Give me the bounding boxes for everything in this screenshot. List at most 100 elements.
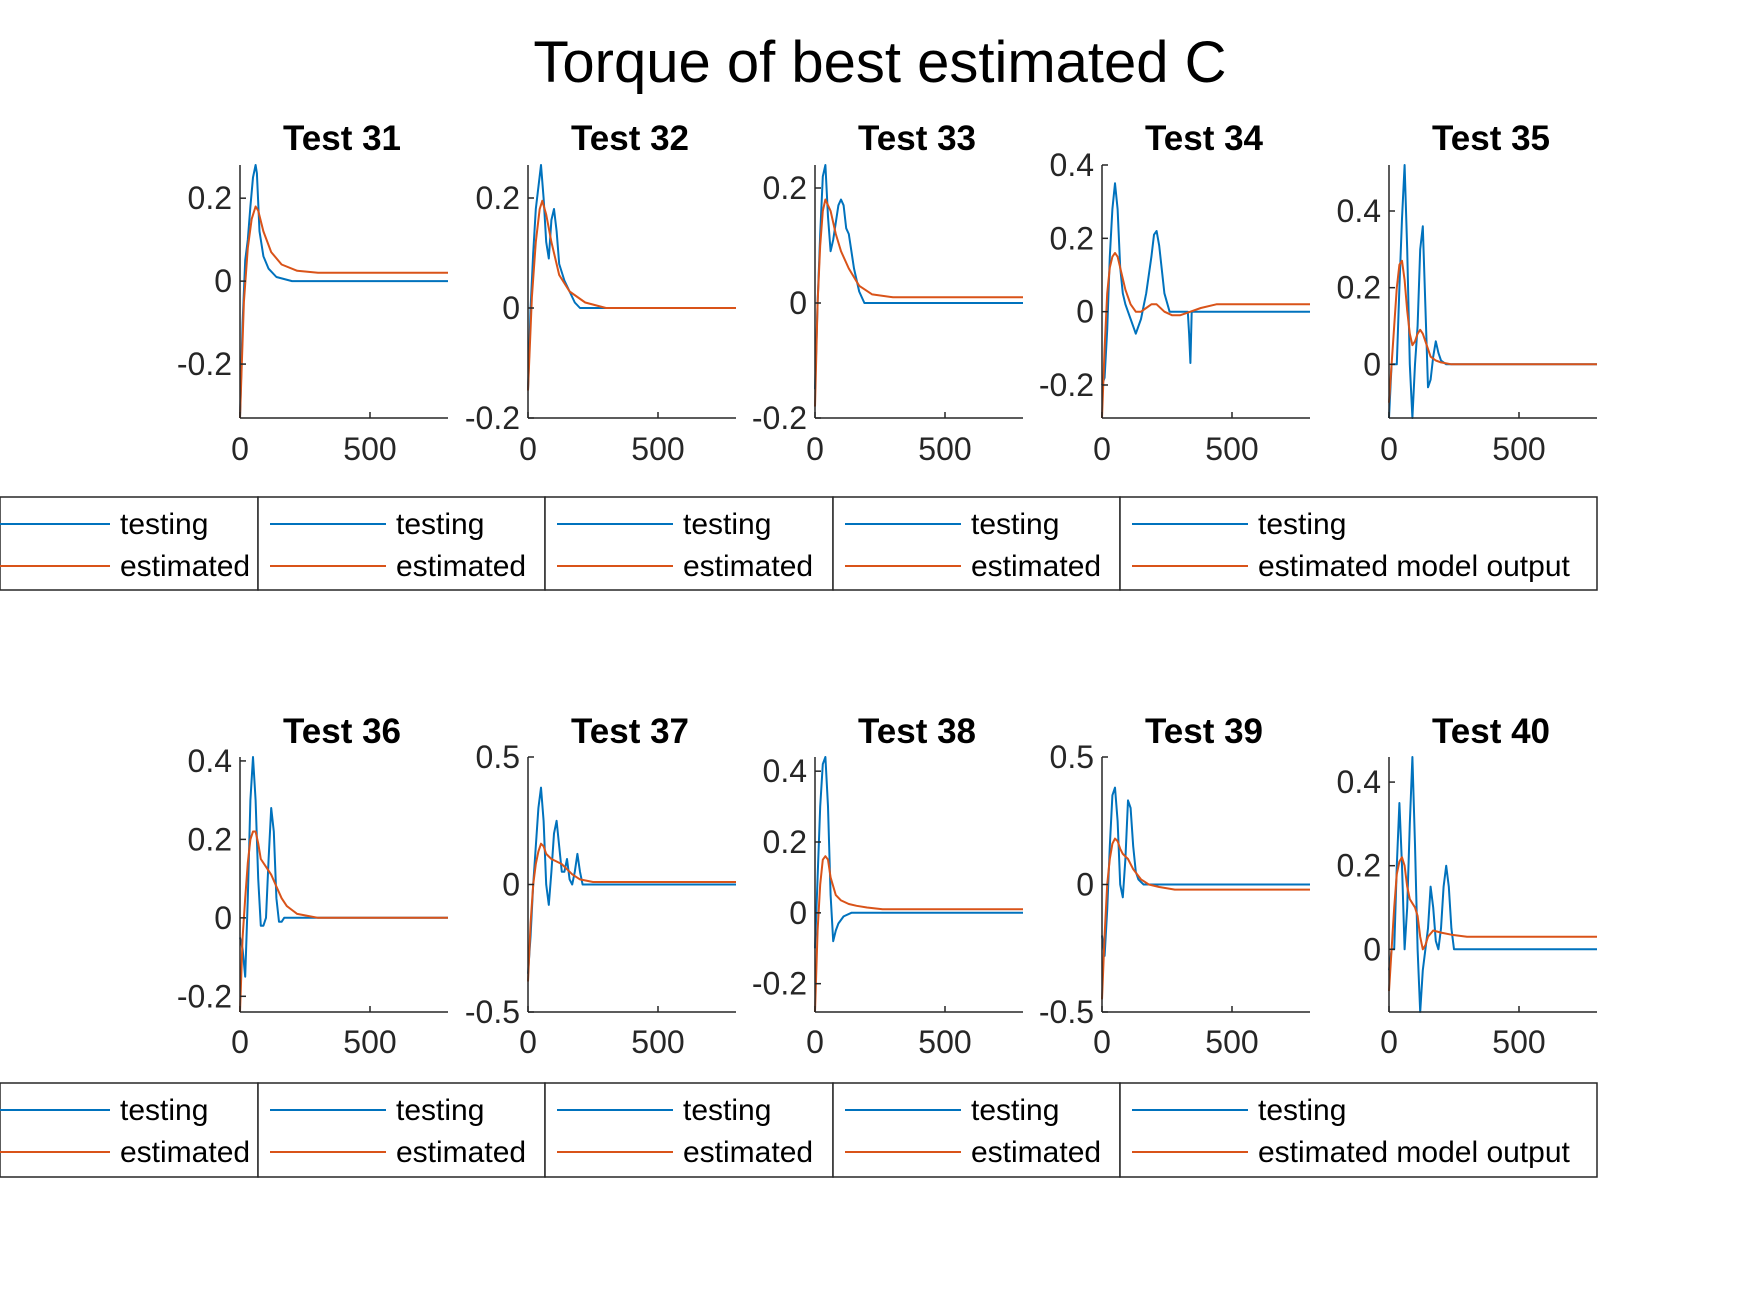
y-tick-label: 0.5 — [1050, 739, 1094, 775]
y-tick-label: 0.4 — [188, 743, 232, 779]
y-tick-label: -0.5 — [1039, 994, 1094, 1030]
estimated-line — [1388, 259, 1597, 403]
legend: testing estimated — [257, 1082, 546, 1178]
y-tick-label: 0.2 — [763, 170, 807, 206]
legend-box — [1119, 1082, 1598, 1178]
estimated-line — [814, 198, 1023, 407]
testing-line — [814, 756, 1023, 949]
x-tick-label: 500 — [343, 1024, 396, 1060]
legend-label: estimated — [683, 550, 813, 583]
y-tick-label: -0.2 — [1039, 367, 1094, 403]
y-tick-label: 0 — [214, 900, 232, 936]
y-tick-label: 0.2 — [1337, 270, 1381, 306]
legend-box — [0, 1082, 259, 1178]
estimated-line — [814, 855, 1023, 1013]
y-tick-label: 0 — [214, 263, 232, 299]
y-tick-label: -0.2 — [177, 346, 232, 382]
y-tick-label: 0 — [502, 290, 520, 326]
subplot-title: Test 39 — [1145, 712, 1263, 751]
x-tick-label: 0 — [1380, 431, 1398, 467]
x-tick-label: 0 — [231, 431, 249, 467]
legend: testing estimated — [257, 496, 546, 591]
legend-label: estimated — [971, 1136, 1101, 1169]
subplot-title: Test 32 — [571, 119, 689, 158]
subplot-title: Test 36 — [283, 712, 401, 751]
subplot: Test 38 -0.2 0 0.2 0.4 0 500 testing estimated — [544, 712, 1023, 1178]
legend: testing estimated model output — [1119, 1082, 1598, 1178]
x-tick-label: 0 — [231, 1024, 249, 1060]
x-tick-label: 0 — [1093, 431, 1111, 467]
testing-line — [814, 164, 1023, 390]
testing-line — [1101, 182, 1310, 386]
subplot: Test 40 0 0.2 0.4 0 500 testing estimated model… — [1119, 712, 1598, 1178]
estimated-line — [527, 842, 736, 982]
legend-label: estimated — [396, 1136, 526, 1169]
x-tick-label: 0 — [1093, 1024, 1111, 1060]
legend-box — [832, 496, 1121, 591]
subplot: Test 36 -0.2 0 0.2 0.4 0 500 testing estimated — [0, 712, 448, 1178]
x-tick-label: 500 — [918, 431, 971, 467]
y-tick-label: 0.2 — [1337, 848, 1381, 884]
legend: testing estimated — [544, 1082, 834, 1178]
testing-line — [1101, 786, 1310, 957]
y-tick-label: 0.4 — [763, 753, 807, 789]
subplot: Test 35 0 0.2 0.4 0 500 testing estimated model… — [1119, 119, 1598, 591]
y-tick-label: 0 — [1076, 867, 1094, 903]
y-tick-label: 0.4 — [1337, 193, 1381, 229]
testing-line — [527, 786, 736, 974]
figure-title: Torque of best estimated C — [533, 30, 1226, 95]
legend: testing estimated — [832, 1082, 1121, 1178]
legend-box — [544, 496, 834, 591]
legend-box — [1119, 496, 1598, 591]
legend-box — [544, 1082, 834, 1178]
subplot-title: Test 37 — [571, 712, 689, 751]
legend-label: estimated — [683, 1136, 813, 1169]
y-tick-label: -0.2 — [752, 966, 807, 1002]
y-tick-label: 0.2 — [1050, 220, 1094, 256]
y-tick-label: -0.2 — [465, 400, 520, 436]
legend-label: estimated model output — [1258, 550, 1571, 583]
x-tick-label: 500 — [631, 1024, 684, 1060]
x-tick-label: 500 — [1492, 431, 1545, 467]
subplot: Test 34 -0.2 0 0.2 0.4 0 500 testing estimated — [832, 119, 1310, 591]
legend-label: estimated — [120, 550, 250, 583]
estimated-line — [239, 830, 448, 1013]
subplot-title: Test 33 — [858, 119, 976, 158]
x-tick-label: 500 — [631, 431, 684, 467]
legend-label: testing — [396, 1094, 484, 1127]
subplot-grid: Test 31-0.200.20 500testingestimatedTest … — [0, 119, 1598, 1178]
y-tick-label: 0.2 — [188, 821, 232, 857]
estimated-line — [1388, 856, 1597, 992]
y-tick-label: 0 — [502, 867, 520, 903]
legend-label: estimated model output — [1258, 1136, 1571, 1169]
y-tick-label: 0 — [789, 895, 807, 931]
y-tick-label: 0.4 — [1337, 764, 1381, 800]
subplot-title: Test 38 — [858, 712, 976, 751]
x-tick-label: 0 — [1380, 1024, 1398, 1060]
legend: testing estimated — [0, 496, 259, 591]
y-tick-label: 0 — [1363, 931, 1381, 967]
legend-label: estimated — [971, 550, 1101, 583]
estimated-line — [1101, 252, 1310, 419]
testing-line — [1388, 164, 1597, 419]
legend-label: testing — [1258, 1094, 1346, 1127]
legend: testing estimated — [0, 1082, 259, 1178]
legend-label: testing — [1258, 508, 1346, 541]
y-tick-label: -0.2 — [752, 400, 807, 436]
legend-box — [257, 496, 546, 591]
subplot-title: Test 40 — [1432, 712, 1550, 751]
y-tick-label: 0.2 — [763, 824, 807, 860]
x-tick-label: 0 — [806, 1024, 824, 1060]
x-tick-label: 500 — [343, 431, 396, 467]
x-tick-label: 0 — [519, 1024, 537, 1060]
legend: testing estimated — [832, 496, 1121, 591]
y-tick-label: 0.5 — [476, 739, 520, 775]
estimated-line — [527, 199, 736, 391]
y-tick-label: 0.4 — [1050, 147, 1094, 183]
subplot-title: Test 34 — [1145, 119, 1264, 158]
y-tick-label: -0.5 — [465, 994, 520, 1030]
legend-label: testing — [120, 1094, 208, 1127]
